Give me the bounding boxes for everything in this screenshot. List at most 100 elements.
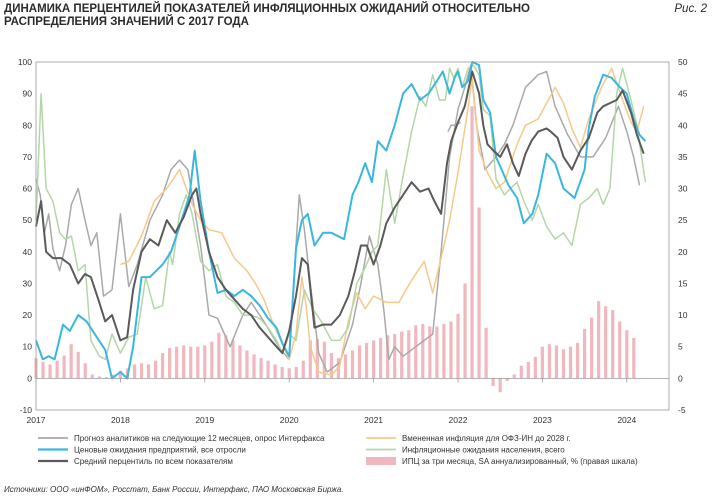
series-line-population bbox=[35, 64, 647, 361]
cpi-bar bbox=[625, 330, 629, 379]
x-tick-label: 2022 bbox=[449, 415, 468, 425]
cpi-bar bbox=[442, 323, 446, 379]
cpi-bar bbox=[498, 378, 502, 393]
series-lines bbox=[35, 61, 647, 380]
cpi-bar bbox=[428, 326, 432, 379]
cpi-bar bbox=[386, 335, 390, 379]
cpi-bar bbox=[238, 345, 242, 379]
y-left-tick-label: 20 bbox=[23, 310, 33, 320]
y-right-tick-label: -5 bbox=[678, 405, 686, 415]
y-left-tick-label: 10 bbox=[23, 342, 33, 352]
cpi-bar bbox=[139, 363, 144, 379]
cpi-bar bbox=[618, 321, 622, 379]
plot-frame bbox=[35, 61, 670, 411]
cpi-bar bbox=[582, 329, 587, 379]
legend-label-median: Средний перцентиль по всем показателям bbox=[74, 457, 233, 466]
cpi-bar bbox=[76, 351, 80, 379]
cpi-bar bbox=[308, 340, 312, 379]
cpi-bar bbox=[97, 376, 101, 379]
cpi-bar bbox=[273, 364, 277, 379]
cpi-bar bbox=[132, 364, 137, 379]
cpi-bar bbox=[118, 370, 122, 379]
cpi-bar bbox=[231, 340, 235, 379]
cpi-bar bbox=[379, 337, 383, 379]
y-right-tick-label: 50 bbox=[678, 57, 688, 67]
legend: Прогноз аналитиков на следующие 12 месяц… bbox=[38, 434, 638, 466]
cpi-bar bbox=[561, 349, 566, 379]
source-note: Источники: ООО «инФОМ», Росстат, Банк Ро… bbox=[4, 485, 344, 494]
y-right-tick-label: 20 bbox=[678, 247, 688, 257]
cpi-bar bbox=[568, 346, 573, 379]
cpi-bar bbox=[83, 363, 87, 379]
cpi-bar bbox=[153, 360, 158, 379]
y-left-tick-label: 0 bbox=[27, 373, 32, 383]
cpi-bar bbox=[168, 347, 172, 379]
cpi-bar bbox=[189, 346, 193, 379]
y-left-tick-label: 100 bbox=[18, 57, 32, 67]
cpi-bar bbox=[182, 345, 186, 379]
chart-title: ДИНАМИКА ПЕРЦЕНТИЛЕЙ ПОКАЗАТЕЛЕЙ ИНФЛЯЦИ… bbox=[4, 3, 604, 29]
cpi-bar bbox=[104, 377, 108, 379]
legend-label-enterprises: Ценовые ожидания предприятий, все отросл… bbox=[74, 446, 246, 455]
cpi-bar bbox=[421, 323, 425, 379]
cpi-bar bbox=[491, 378, 495, 386]
cpi-bar bbox=[590, 317, 594, 379]
cpi-bar bbox=[160, 353, 165, 379]
cpi-bar bbox=[315, 339, 319, 379]
cpi-bar bbox=[547, 344, 552, 379]
y-left-tick-label: 40 bbox=[23, 247, 33, 257]
cpi-bar bbox=[604, 306, 608, 379]
cpi-bar bbox=[343, 354, 348, 379]
y-right-tick-label: 0 bbox=[678, 373, 683, 383]
cpi-bar bbox=[597, 301, 601, 379]
y-left-tick-label: 70 bbox=[23, 152, 33, 162]
cpi-bar bbox=[632, 337, 636, 379]
title-line-2: РАСПРЕДЕЛЕНИЯ ЗНАЧЕНИЙ С 2017 ГОДА bbox=[4, 16, 249, 28]
cpi-bar bbox=[364, 342, 369, 379]
cpi-bar bbox=[146, 364, 151, 379]
cpi-bar bbox=[554, 345, 559, 379]
y-left-tick-label: 90 bbox=[23, 89, 33, 99]
y-right-tick-label: 30 bbox=[678, 184, 688, 194]
figure-label: Рис. 2 bbox=[674, 3, 707, 15]
legend-label-ofz: Вмененная инфляция для ОФЗ-ИН до 2028 г. bbox=[402, 434, 571, 443]
cpi-bar bbox=[322, 341, 326, 379]
cpi-bar bbox=[526, 361, 530, 379]
y-left-tick-label: 80 bbox=[23, 120, 33, 130]
cpi-bar bbox=[203, 345, 207, 379]
cpi-bar bbox=[294, 366, 298, 379]
y-left-tick-label: 50 bbox=[23, 215, 33, 225]
y-right-tick-label: 5 bbox=[678, 342, 683, 352]
cpi-bar bbox=[512, 374, 516, 379]
x-tick-label: 2024 bbox=[617, 415, 636, 425]
cpi-bar bbox=[245, 350, 249, 379]
y-right-tick-label: 40 bbox=[678, 120, 688, 130]
cpi-bar bbox=[449, 321, 453, 379]
cpi-bar bbox=[477, 207, 481, 379]
cpi-bar bbox=[196, 346, 200, 379]
y-right-tick-label: 15 bbox=[678, 278, 688, 288]
series-line-ofz bbox=[120, 67, 645, 376]
cpi-bar bbox=[371, 340, 376, 379]
cpi-bar bbox=[175, 346, 179, 379]
x-tick-label: 2019 bbox=[195, 415, 214, 425]
y-left-tick-label: 60 bbox=[23, 184, 33, 194]
series-line-median bbox=[35, 70, 645, 355]
cpi-bar bbox=[48, 364, 52, 379]
x-tick-label: 2020 bbox=[280, 415, 299, 425]
cpi-bar bbox=[266, 360, 270, 379]
cpi-bar bbox=[435, 326, 439, 379]
x-tick-label: 2017 bbox=[27, 415, 46, 425]
cpi-bar bbox=[62, 355, 66, 379]
y-right-tick-label: 35 bbox=[678, 152, 688, 162]
x-tick-label: 2018 bbox=[111, 415, 130, 425]
cpi-bar bbox=[55, 360, 59, 379]
x-tick-label: 2021 bbox=[364, 415, 383, 425]
cpi-bar bbox=[329, 353, 333, 379]
cpi-bar bbox=[414, 325, 418, 379]
axes: -10 0 10 20 30 40 50 60 70 80 90 100 -5 0 5 10 15 20 25 30 3… bbox=[18, 57, 688, 425]
series-line-enterprises bbox=[35, 61, 647, 380]
cpi-bar bbox=[252, 354, 256, 379]
y-right-tick-label: 45 bbox=[678, 89, 688, 99]
legend-label-cpi: ИПЦ за три месяца, SA аннуализированный,… bbox=[402, 457, 638, 466]
